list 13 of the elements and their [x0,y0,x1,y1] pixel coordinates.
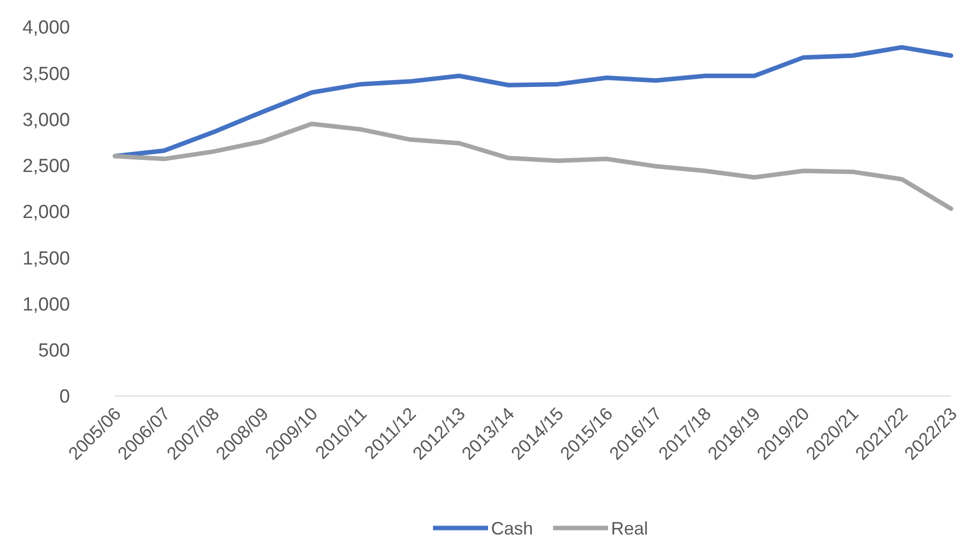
y-tick-label: 0 [59,386,70,408]
y-tick-label: 1,500 [22,248,70,270]
y-tick-label: 3,000 [22,110,70,131]
y-tick-label: 2,000 [22,202,70,224]
y-tick-label: 4,000 [22,18,70,39]
y-tick-label: 1,000 [22,294,70,316]
y-tick-label: 2,500 [22,156,70,178]
legend-label: Cash [491,518,534,538]
y-tick-label: 3,500 [22,64,70,85]
line-series [112,122,954,211]
legend-label: Real [611,518,648,538]
y-tick-label: 500 [38,340,70,362]
line-series [112,45,954,158]
